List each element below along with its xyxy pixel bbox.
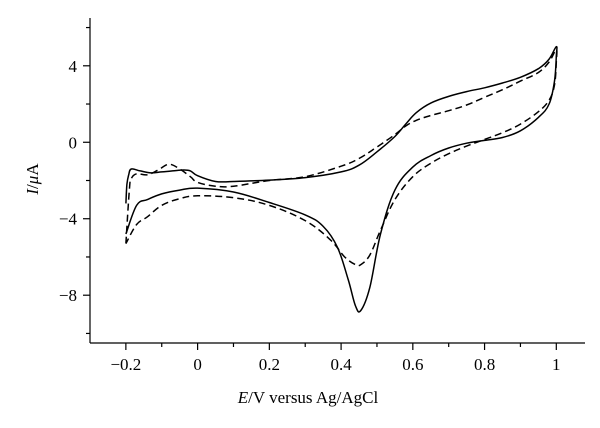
y-tick-label: −4	[59, 210, 78, 229]
x-tick-label: 0.8	[474, 355, 495, 374]
solid-cv-curve	[125, 45, 558, 313]
x-tick-label: 0.4	[330, 355, 352, 374]
x-axis-title-symbol: E	[237, 388, 249, 407]
curves-layer	[125, 45, 558, 313]
x-axis-title: E/V versus Ag/AgCl	[237, 388, 379, 407]
y-axis-title: I/μA	[23, 163, 42, 196]
y-tick-label: −8	[59, 286, 77, 305]
axes-layer: −0.2 0 0.2 0.4 0.6 0.8 1 −8 −4 0 4	[59, 18, 585, 374]
x-tick-label: 1	[552, 355, 561, 374]
dashed-cv-curve	[125, 48, 558, 267]
y-axis-title-mu: μ	[23, 176, 42, 186]
x-tick-label: 0.6	[402, 355, 423, 374]
x-tick-label: 0.2	[259, 355, 280, 374]
y-axis-title-symbol: I	[23, 188, 42, 196]
x-axis-title-unit: /V versus Ag/AgCl	[248, 388, 378, 407]
x-tick-label: −0.2	[110, 355, 141, 374]
y-tick-label: 4	[69, 57, 78, 76]
y-tick-label: 0	[69, 133, 78, 152]
x-tick-label: 0	[193, 355, 202, 374]
y-axis-title-unit: A	[23, 163, 42, 176]
y-axis-title-sep: /	[23, 184, 42, 189]
labels-layer: E/V versus Ag/AgCl I/μA	[23, 163, 378, 407]
